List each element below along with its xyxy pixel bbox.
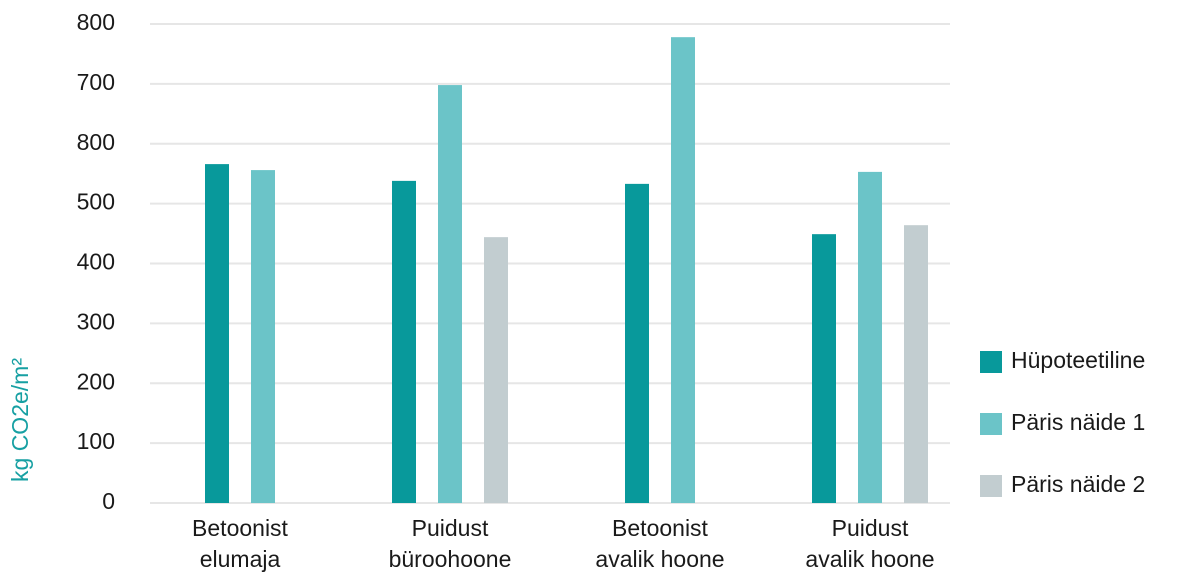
x-tick-label: Puidust büroohoone xyxy=(388,515,512,572)
legend-swatch xyxy=(980,475,1002,497)
bar xyxy=(484,237,508,503)
x-tick-label: Betoonist elumaja xyxy=(192,515,288,572)
y-tick-label: 800 xyxy=(77,129,115,155)
bar xyxy=(438,85,462,503)
x-tick-label: Puidust avalik hoone xyxy=(805,515,935,572)
bar xyxy=(392,180,416,503)
y-axis-label: kg CO2e/m² xyxy=(7,358,33,482)
legend-swatch xyxy=(980,351,1002,373)
legend-label: Päris näide 1 xyxy=(1011,409,1145,435)
legend-swatch xyxy=(980,413,1002,435)
bar xyxy=(858,171,882,504)
bar xyxy=(904,225,928,503)
y-tick-label: 700 xyxy=(77,69,115,95)
legend-label: Hüpoteetiline xyxy=(1011,347,1145,373)
y-tick-label: 400 xyxy=(77,249,115,275)
bar xyxy=(205,164,229,504)
x-tick-label: Betoonist avalik hoone xyxy=(595,515,725,572)
bar xyxy=(625,183,649,503)
y-tick-label: 800 xyxy=(77,9,115,35)
bar xyxy=(812,234,836,503)
bar xyxy=(251,170,275,503)
y-tick-label: 100 xyxy=(77,428,115,454)
y-tick-label: 300 xyxy=(77,308,115,334)
bar xyxy=(671,37,695,504)
legend-label: Päris näide 2 xyxy=(1011,471,1145,497)
y-tick-label: 0 xyxy=(102,488,115,514)
y-tick-label: 500 xyxy=(77,189,115,215)
y-tick-label: 200 xyxy=(77,368,115,394)
